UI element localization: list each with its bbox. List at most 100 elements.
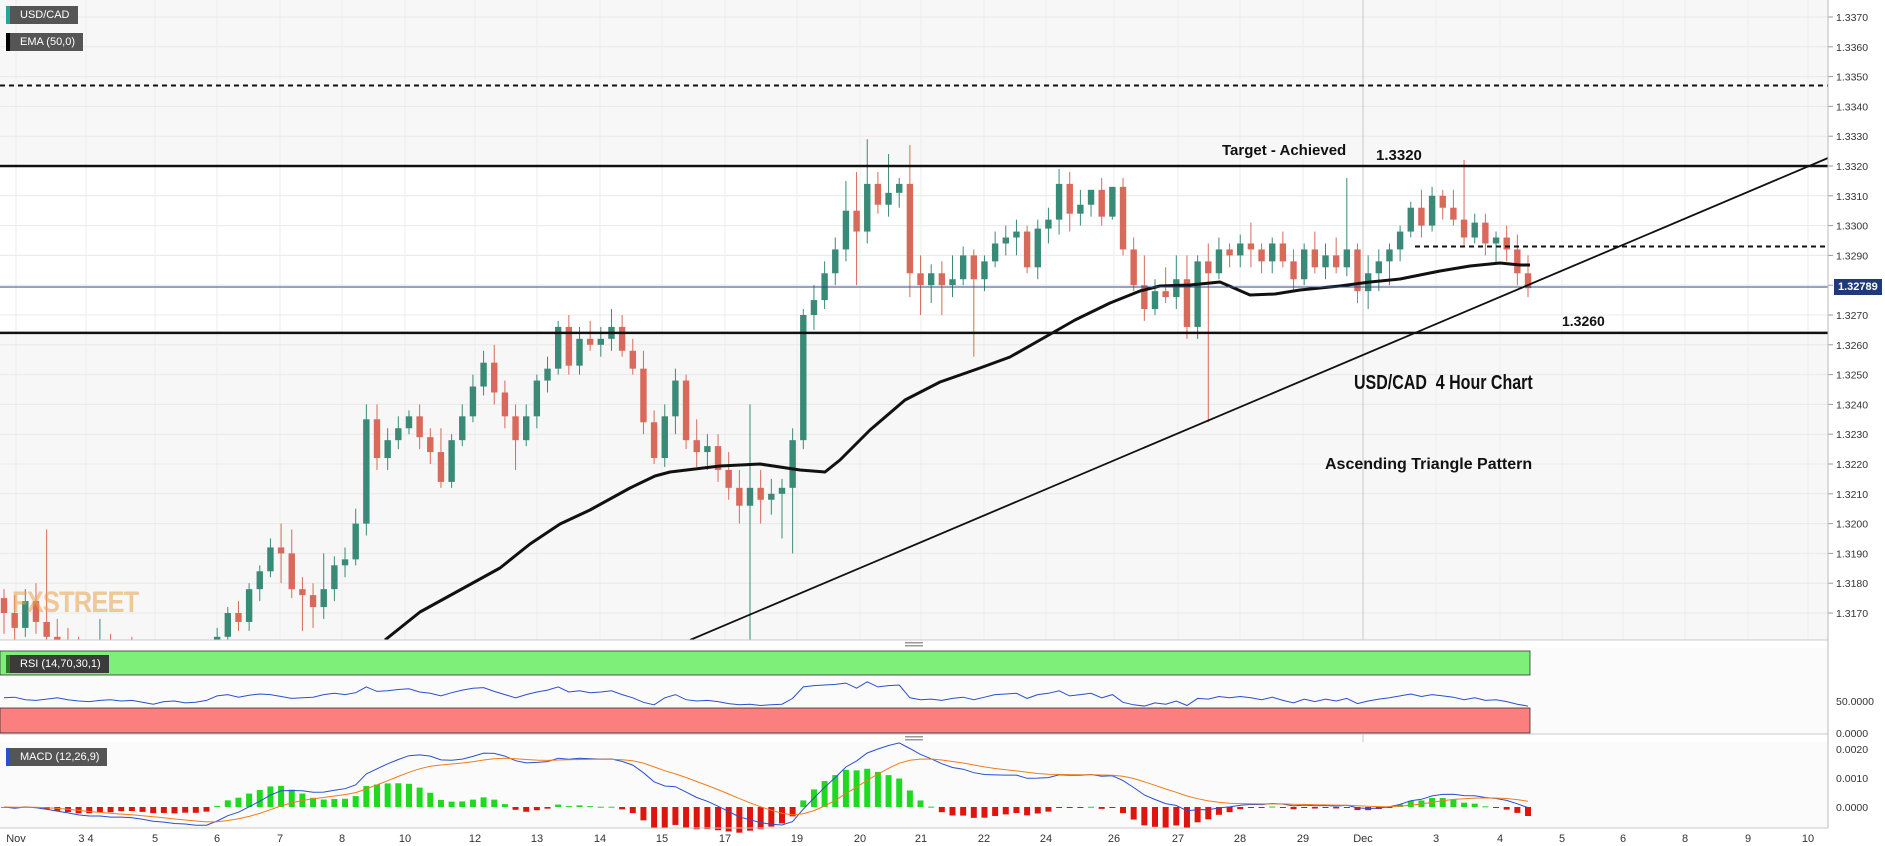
candle-body [363, 419, 369, 523]
macd-histogram-bar [1525, 807, 1531, 816]
macd-histogram-bar [1003, 807, 1009, 814]
macd-histogram-bar [1482, 806, 1488, 807]
x-tick-label: 13 [531, 833, 543, 845]
macd-histogram-bar [630, 807, 636, 813]
ema-badge[interactable]: EMA (50,0) [6, 33, 83, 51]
candle-body [587, 339, 593, 345]
pane-resize-handle [905, 645, 923, 647]
candle-body [331, 565, 337, 589]
macd-histogram-bar [1461, 803, 1467, 807]
rsi-badge[interactable]: RSI (14,70,30,1) [6, 655, 109, 673]
pane-resize-handle [905, 739, 923, 741]
rsi-label: RSI (14,70,30,1) [20, 658, 101, 670]
macd-histogram-bar [1099, 807, 1105, 809]
x-tick-label: 3 4 [78, 833, 93, 845]
macd-histogram-bar [534, 807, 540, 810]
candle-body [864, 184, 870, 232]
macd-histogram-bar [886, 775, 892, 807]
macd-histogram-bar [342, 799, 348, 807]
macd-histogram-bar [960, 807, 966, 816]
x-tick-label: Dec [1353, 833, 1373, 845]
candle-body [1067, 184, 1073, 214]
macd-histogram-bar [1440, 798, 1446, 807]
x-tick-label: 26 [1108, 833, 1120, 845]
y-tick-label: 1.3210 [1836, 489, 1868, 501]
macd-histogram-bar [182, 807, 188, 813]
candle-body [757, 488, 763, 500]
candle-body [257, 571, 263, 589]
x-tick-label: 6 [214, 833, 220, 845]
macd-histogram-bar [1077, 807, 1083, 808]
macd-histogram-bar [1067, 807, 1073, 808]
symbol-badge[interactable]: USD/CAD [6, 6, 78, 24]
macd-histogram-bar [896, 779, 902, 807]
candle-body [416, 416, 422, 437]
current-price-badge: 1.32789 [1834, 279, 1882, 295]
candle-body [1503, 238, 1509, 250]
macd-histogram-bar [438, 800, 444, 807]
candle-body [832, 249, 838, 273]
candle-body [1290, 261, 1296, 279]
macd-histogram-bar [875, 772, 881, 807]
candle-body [747, 488, 753, 506]
candle-body [1152, 291, 1158, 309]
macd-histogram-bar [1450, 800, 1456, 807]
y-tick-label: 1.3360 [1836, 42, 1868, 54]
macd-histogram-bar [374, 784, 380, 807]
x-tick-label: 3 [1433, 833, 1439, 845]
candle-body [971, 255, 977, 279]
candle-body [1237, 243, 1243, 255]
candle-body [1333, 255, 1339, 267]
macd-histogram-bar [321, 800, 327, 807]
macd-histogram-bar [1173, 807, 1179, 826]
pane-gap [0, 640, 1828, 648]
pattern-title: Ascending Triangle Pattern [1325, 456, 1532, 474]
macd-histogram-bar [1109, 807, 1115, 808]
macd-histogram-bar [1493, 807, 1499, 808]
macd-histogram-bar [736, 807, 742, 833]
macd-histogram-bar [481, 797, 487, 807]
candle-body [1013, 232, 1019, 238]
candle-body [789, 440, 795, 488]
candle-body [1035, 229, 1041, 268]
macd-histogram-bar [140, 807, 146, 812]
candle-body [395, 428, 401, 440]
candle-body [736, 488, 742, 506]
y-tick-label: 1.3290 [1836, 250, 1868, 262]
candle-body [1461, 220, 1467, 238]
macd-histogram-bar [491, 800, 497, 807]
ema-label: EMA (50,0) [20, 36, 75, 48]
candle-body [683, 381, 689, 441]
macd-histogram-bar [598, 807, 604, 808]
y-tick-label: 1.3180 [1836, 578, 1868, 590]
candle-body [694, 440, 700, 452]
macd-badge[interactable]: MACD (12,26,9) [6, 748, 107, 766]
candle-body [43, 622, 49, 637]
candle-body [1472, 223, 1478, 238]
macd-histogram-bar [385, 783, 391, 807]
macd-histogram-bar [395, 783, 401, 807]
candle-body [321, 589, 327, 607]
x-tick-label: 27 [1172, 833, 1184, 845]
candle-body [928, 273, 934, 285]
macd-histogram-bar [1141, 807, 1147, 825]
candle-body [1216, 249, 1222, 273]
macd-histogram-bar [939, 807, 945, 812]
macd-histogram-bar [1301, 807, 1307, 808]
macd-histogram-bar [161, 807, 167, 813]
rsi-tick-label: 50.0000 [1836, 696, 1874, 708]
candle-body [1248, 243, 1254, 249]
candle-body [992, 243, 998, 261]
candle-body [246, 589, 252, 622]
macd-histogram-bar [1024, 807, 1030, 815]
candle-body [907, 184, 913, 273]
x-tick-label: 14 [594, 833, 606, 845]
candle-body [1450, 208, 1456, 220]
rsi-pane [0, 648, 1828, 741]
candle-body [352, 524, 358, 560]
candle-body [267, 547, 273, 571]
candle-body [768, 494, 774, 500]
candle-body [1003, 238, 1009, 244]
macd-histogram-bar [214, 806, 220, 807]
